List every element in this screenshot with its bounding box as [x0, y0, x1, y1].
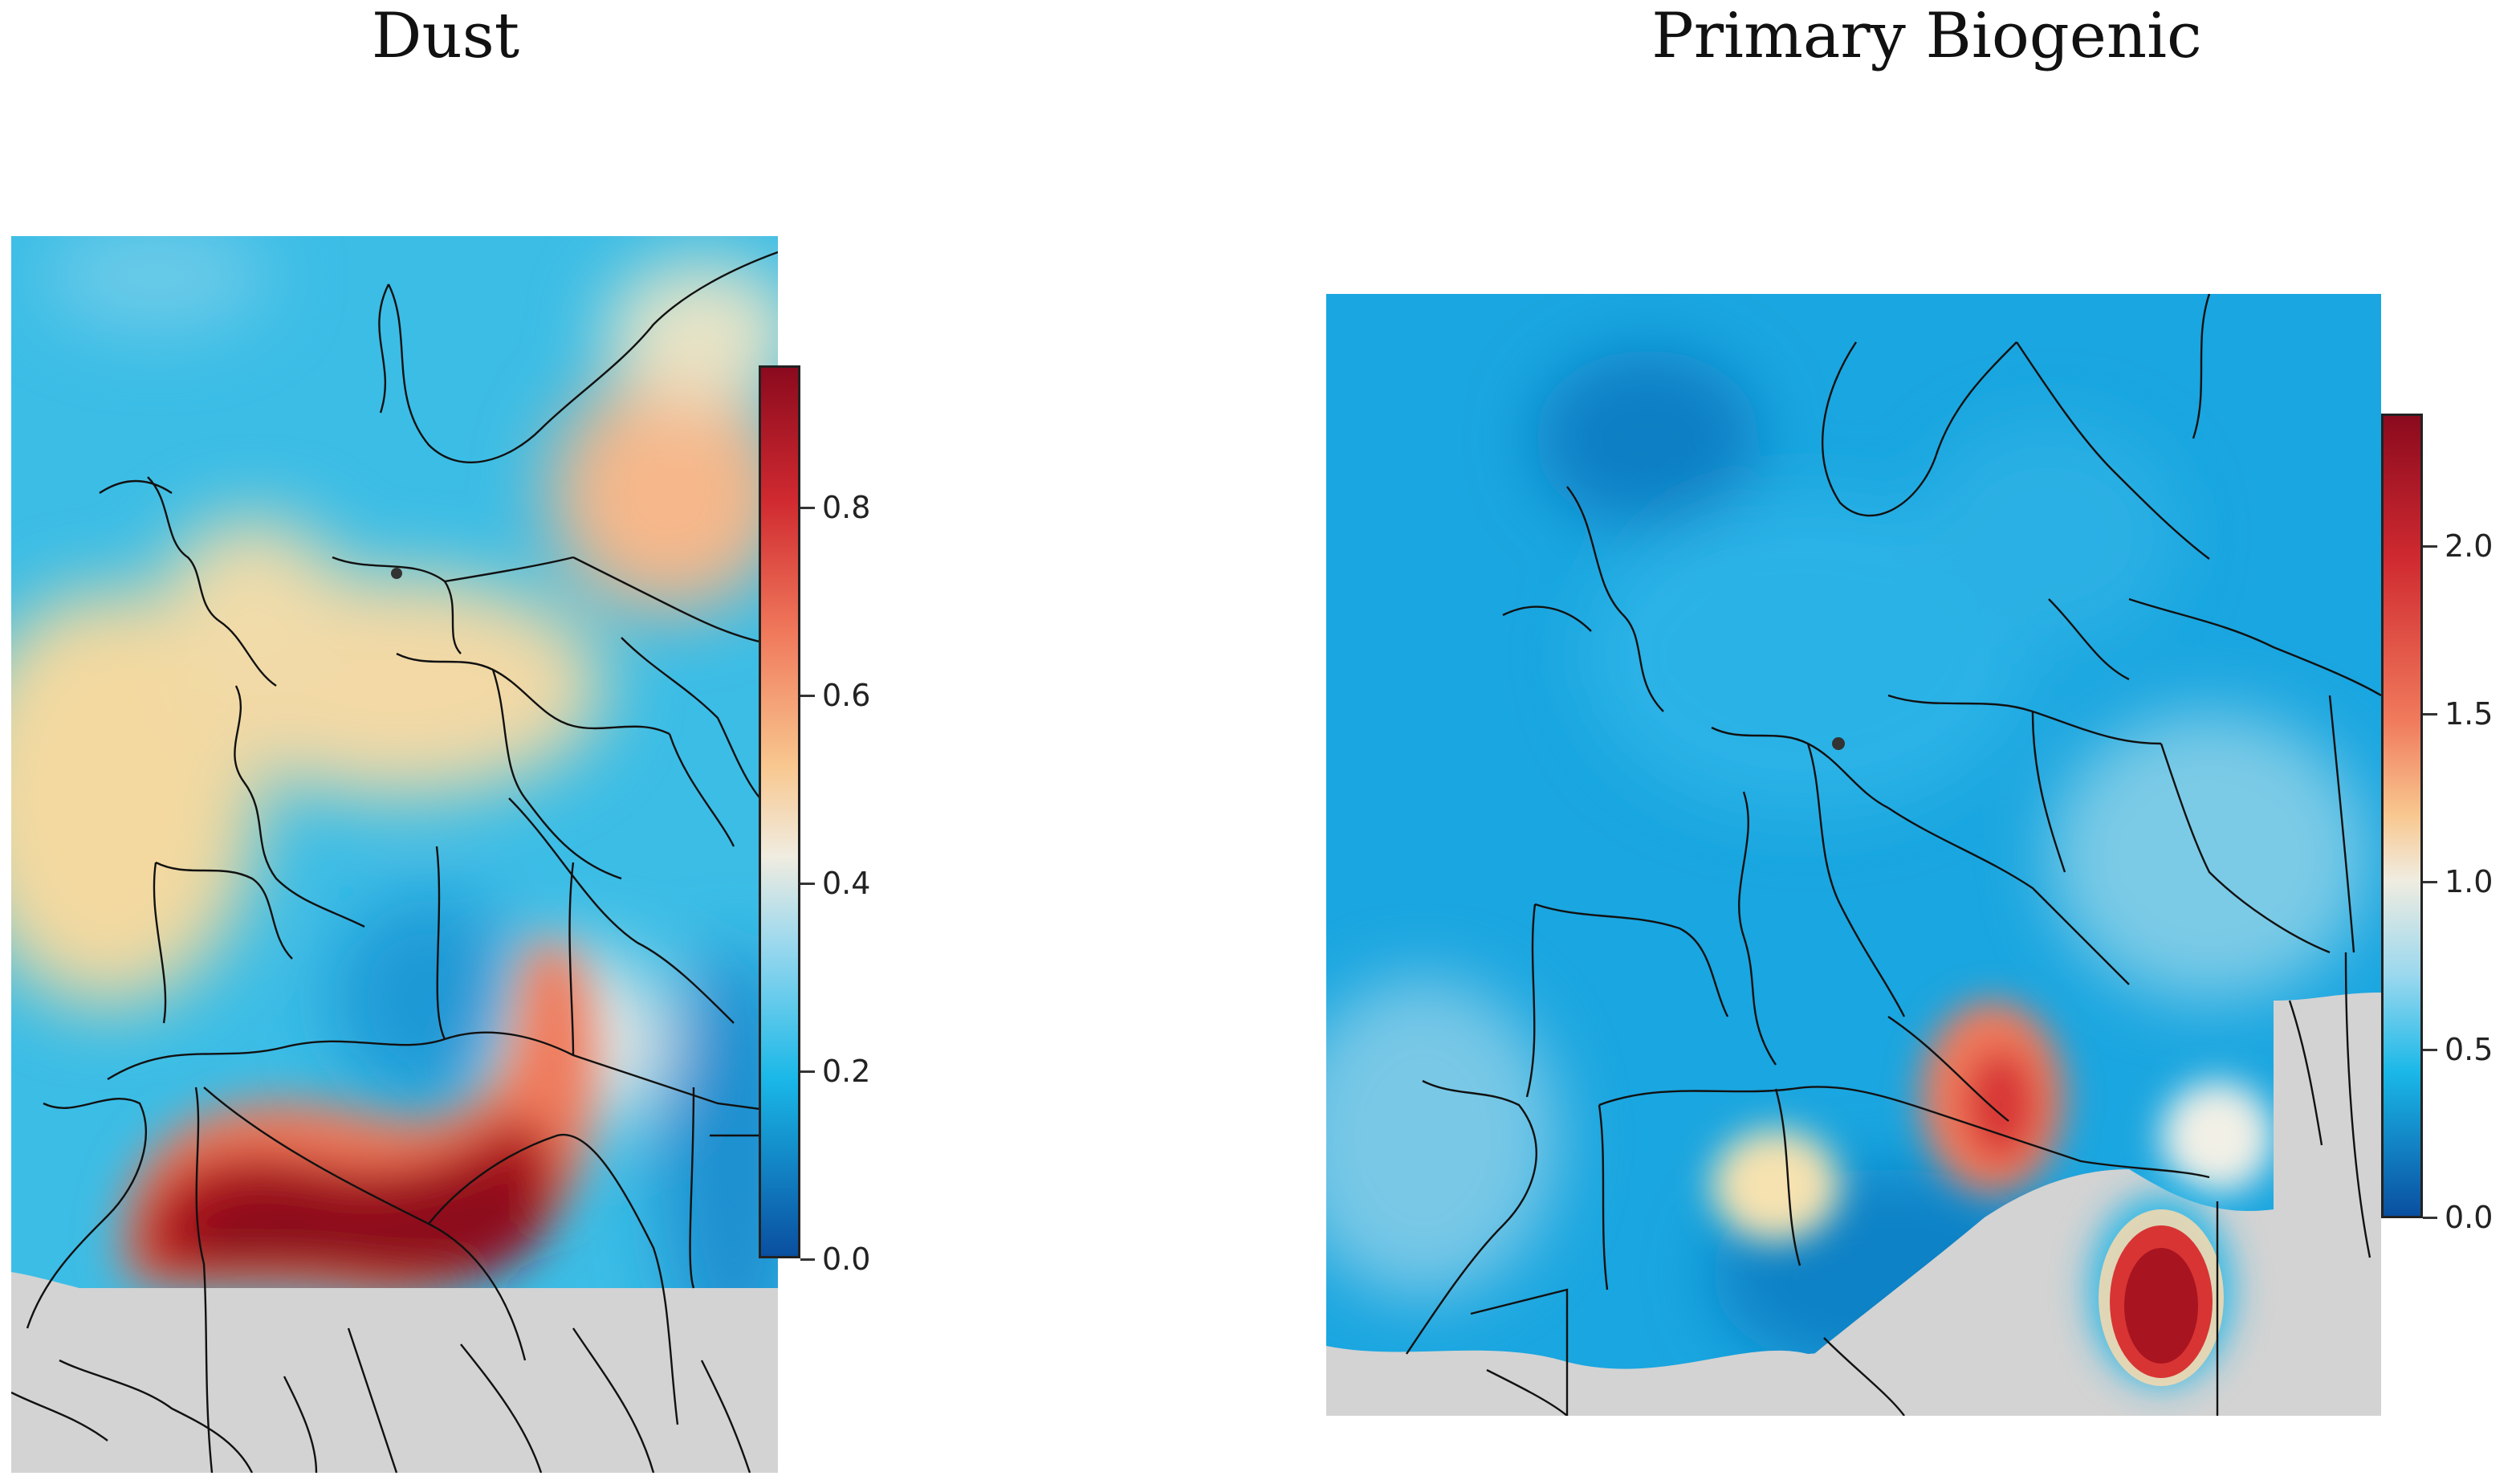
- dust-tick-label: 0.8: [822, 490, 871, 525]
- dust-tick-label: 0.4: [822, 866, 871, 901]
- biogenic-tick-label: 1.5: [2445, 696, 2494, 732]
- dust-map: [11, 236, 778, 1473]
- dust-tick-label: 0.2: [822, 1054, 871, 1089]
- dust-colorbar: [759, 365, 800, 1258]
- biogenic-panel-title: Primary Biogenic: [1651, 0, 2202, 72]
- biogenic-tick-label: 0.5: [2445, 1032, 2494, 1067]
- biogenic-colorbar: [2381, 414, 2423, 1218]
- biogenic-map: [1326, 294, 2381, 1416]
- biogenic-tick-label: 2.0: [2445, 528, 2494, 564]
- dust-tick-label: 0.0: [822, 1241, 871, 1277]
- biogenic-tick-label: 0.0: [2445, 1200, 2494, 1235]
- dust-panel-title: Dust: [371, 0, 520, 72]
- biogenic-tick-label: 1.0: [2445, 864, 2494, 899]
- dust-site-marker-icon: [391, 568, 402, 579]
- biogenic-site-marker-icon: [1832, 737, 1845, 750]
- dust-tick-label: 0.6: [822, 678, 871, 713]
